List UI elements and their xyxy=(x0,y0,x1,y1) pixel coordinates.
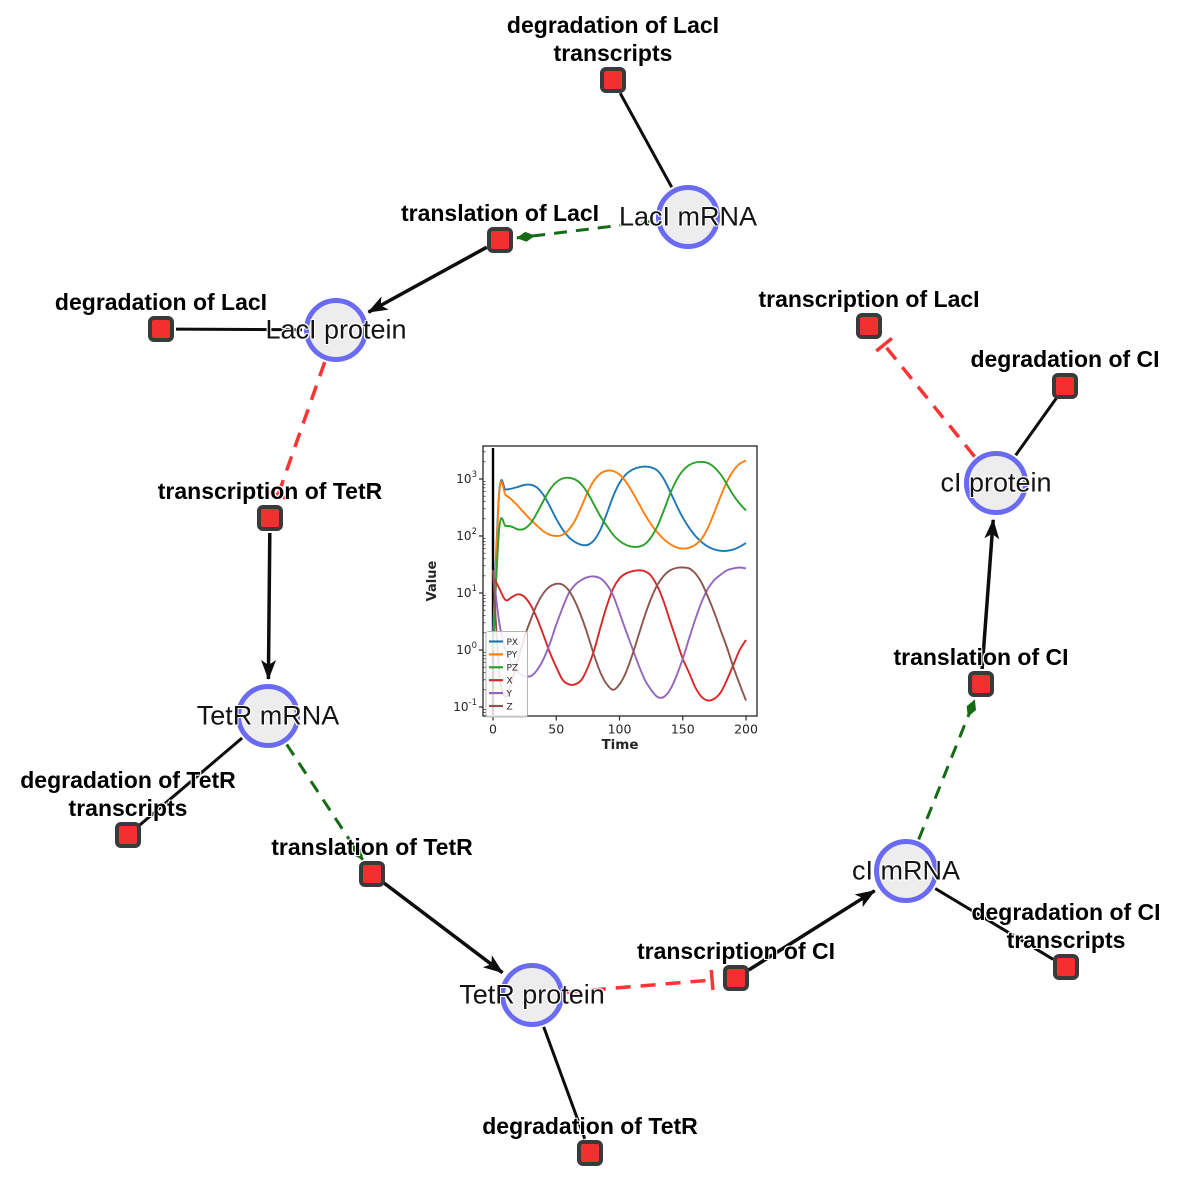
reaction-node-translation-tetr[interactable] xyxy=(359,861,385,887)
reaction-node-transcription-ci[interactable] xyxy=(723,965,749,991)
edge-consumption-ci-mrna-to-deg-ci-transcripts xyxy=(934,887,1054,961)
reaction-node-deg-laci-transcripts[interactable] xyxy=(600,67,626,93)
legend-entry-label: PX xyxy=(507,638,519,648)
reaction-label-translation-ci: translation of CI xyxy=(893,643,1068,671)
reaction-label-line: transcription of LacI xyxy=(758,286,980,312)
edge-consumption-laci-protein-to-deg-laci xyxy=(175,327,303,332)
edge-production-translation-tetr-to-tetr-protein xyxy=(382,881,504,975)
reaction-node-translation-ci[interactable] xyxy=(968,671,994,697)
reaction-label-deg-laci: degradation of LacI xyxy=(55,288,267,316)
species-node-laci-mrna[interactable] xyxy=(656,185,720,249)
reaction-label-line: degradation of LacI xyxy=(54,289,268,315)
reaction-label-line: translation of LacI xyxy=(400,200,600,226)
reaction-node-transcription-tetr[interactable] xyxy=(257,505,283,531)
reaction-label-translation-laci: translation of LacI xyxy=(401,199,599,227)
x-axis-label: Time xyxy=(601,737,638,753)
reaction-node-transcription-laci[interactable] xyxy=(856,313,882,339)
reaction-label-line: degradation of CI xyxy=(970,346,1160,372)
x-tick-label: 50 xyxy=(548,722,564,737)
edge-inhibition-laci-protein-to-transcription-tetr xyxy=(267,361,327,501)
reaction-label-line: degradation of TetR xyxy=(20,767,236,793)
y-tick-label: 10-1 xyxy=(453,698,477,714)
species-node-tetr-mrna[interactable] xyxy=(236,684,300,748)
x-tick-label: 150 xyxy=(671,722,695,737)
series-curve-Z xyxy=(492,566,747,701)
reaction-label-line: translation of CI xyxy=(893,644,1069,670)
reaction-label-transcription-laci: transcription of LacI xyxy=(758,285,979,313)
y-tick-label: 103 xyxy=(456,470,477,486)
reaction-node-translation-laci[interactable] xyxy=(487,227,513,253)
y-axis-label: Value xyxy=(425,560,440,601)
reaction-label-line: transcription of CI xyxy=(636,938,836,964)
reaction-node-deg-ci[interactable] xyxy=(1052,373,1078,399)
species-label-tetr-protein: TetR protein xyxy=(459,979,605,1010)
series-curve-X xyxy=(492,569,747,702)
edge-production-transcription-tetr-to-tetr-mrna xyxy=(261,532,277,680)
species-node-ci-protein[interactable] xyxy=(964,451,1028,515)
species-label-ci-protein: cI protein xyxy=(940,467,1052,498)
x-tick-label: 0 xyxy=(489,722,497,737)
reaction-label-line: transcription of TetR xyxy=(157,478,383,504)
reaction-label-transcription-ci: transcription of CI xyxy=(637,937,835,965)
edge-consumption-ci-protein-to-deg-ci xyxy=(1014,397,1058,457)
reaction-label-transcription-tetr: transcription of TetR xyxy=(158,477,382,505)
x-tick-label: 200 xyxy=(734,722,758,737)
edge-inhibition-ci-protein-to-transcription-laci xyxy=(875,337,976,458)
reaction-label-line: translation of TetR xyxy=(271,834,473,860)
series-curve-PX xyxy=(492,465,747,633)
edge-consumption-tetr-protein-to-deg-tetr xyxy=(542,1026,587,1140)
reaction-node-deg-tetr-transcripts[interactable] xyxy=(115,822,141,848)
edge-production-transcription-ci-to-ci-mrna xyxy=(747,889,876,972)
legend-entry-label: PZ xyxy=(507,664,519,674)
reaction-label-line: transcripts xyxy=(68,795,188,821)
edge-production-translation-laci-to-laci-protein xyxy=(367,245,488,314)
edge-consumption-laci-mrna-to-deg-laci-transcripts xyxy=(618,92,674,188)
reaction-label-line: degradation of CI xyxy=(971,899,1161,925)
y-tick-label: 101 xyxy=(456,584,477,600)
edge-modifier-ci-mrna-to-translation-ci xyxy=(917,699,977,840)
reaction-node-deg-laci[interactable] xyxy=(148,316,174,342)
reaction-label-deg-tetr-transcripts: degradation of TetR transcripts xyxy=(20,766,236,822)
species-node-tetr-protein[interactable] xyxy=(500,963,564,1027)
reaction-label-deg-tetr: degradation of TetR xyxy=(482,1112,698,1140)
reaction-label-line: degradation of LacI xyxy=(506,12,720,38)
legend-entry-label: Y xyxy=(506,689,513,699)
series-curve-Y xyxy=(492,566,747,699)
series-curve-PZ xyxy=(492,460,747,651)
network-edges xyxy=(138,92,1058,1140)
legend-entry-label: PY xyxy=(507,651,518,661)
axes-frame xyxy=(482,445,758,717)
species-label-laci-protein: LacI protein xyxy=(265,314,407,345)
x-tick-label: 100 xyxy=(608,722,632,737)
y-tick-label: 102 xyxy=(456,527,477,543)
reaction-label-deg-ci: degradation of CI xyxy=(970,345,1159,373)
species-label-laci-mrna: LacI mRNA xyxy=(618,201,758,232)
edge-production-translation-ci-to-ci-protein xyxy=(980,518,1000,670)
reaction-label-line: transcripts xyxy=(1006,927,1126,953)
reaction-node-deg-tetr[interactable] xyxy=(577,1140,603,1166)
reaction-node-deg-ci-transcripts[interactable] xyxy=(1053,954,1079,980)
reaction-label-deg-ci-transcripts: degradation of CI transcripts xyxy=(971,898,1160,954)
y-tick-label: 100 xyxy=(456,641,477,657)
edge-modifier-tetr-mrna-to-translation-tetr xyxy=(285,743,364,861)
reaction-label-line: degradation of TetR xyxy=(482,1113,698,1139)
edge-modifier-laci-mrna-to-translation-laci xyxy=(516,219,655,242)
species-node-ci-mrna[interactable] xyxy=(874,839,938,903)
reaction-label-translation-tetr: translation of TetR xyxy=(271,833,472,861)
species-node-laci-protein[interactable] xyxy=(304,298,368,362)
chart-legend: PX PY PZ XYZ xyxy=(485,631,528,718)
species-label-tetr-mrna: TetR mRNA xyxy=(196,700,340,731)
legend-entry-label: X xyxy=(507,677,513,687)
legend-entry-label: Z xyxy=(507,702,513,712)
reaction-label-deg-laci-transcripts: degradation of LacI transcripts xyxy=(507,11,719,67)
edge-consumption-tetr-mrna-to-deg-tetr-transcripts xyxy=(138,736,244,827)
reaction-label-line: transcripts xyxy=(553,40,673,66)
species-label-ci-mrna: cI mRNA xyxy=(852,855,960,886)
